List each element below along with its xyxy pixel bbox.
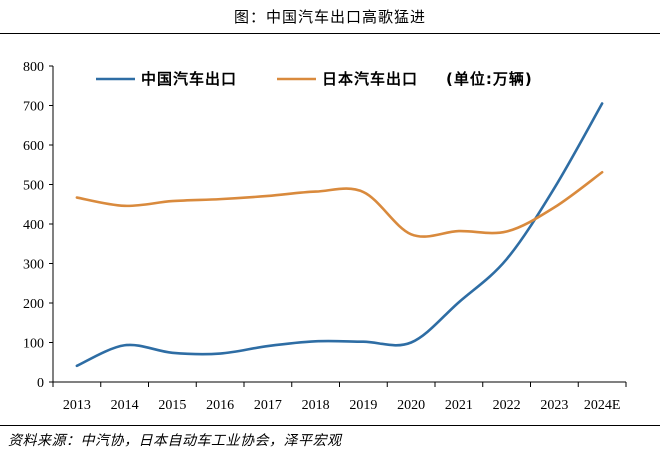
x-tick-label: 2022 <box>493 398 521 413</box>
legend-label-china: 中国汽车出口 <box>141 70 237 88</box>
y-tick-label: 400 <box>23 218 44 233</box>
title-divider <box>0 33 660 34</box>
chart-title: 图：中国汽车出口高歌猛进 <box>233 8 426 26</box>
x-tick-label: 2018 <box>302 398 330 413</box>
chart-legend: 中国汽车出口 日本汽车出口 (单位:万辆) <box>96 70 533 88</box>
line-chart: 0 100 200 300 400 500 600 700 800 2013 2014 2015 201… <box>23 60 627 413</box>
y-tick-label: 600 <box>23 139 44 154</box>
y-tick-label: 200 <box>23 297 44 312</box>
series-line-china <box>75 102 604 368</box>
series-line-japan <box>75 170 604 238</box>
y-tick-label: 0 <box>37 376 44 391</box>
x-tick-label: 2020 <box>397 398 425 413</box>
x-tick-label: 2017 <box>254 398 282 413</box>
x-tick-label: 2014 <box>111 398 139 413</box>
source-note: 资料来源：中汽协，日本自动车工业协会，泽平宏观 <box>8 433 342 449</box>
x-tick-label: 2023 <box>540 398 568 413</box>
y-tick-label: 800 <box>23 60 44 75</box>
x-tick-label: 2015 <box>158 398 186 413</box>
x-tick-label: 2019 <box>349 398 377 413</box>
source-divider <box>0 425 660 426</box>
y-tick-label: 100 <box>23 337 44 352</box>
legend-label-japan: 日本汽车出口 <box>322 70 418 88</box>
legend-unit-note: (单位:万辆) <box>446 70 533 88</box>
y-tick-label: 300 <box>23 258 44 273</box>
x-tick-label: 2013 <box>63 398 91 413</box>
chart-axes: 0 100 200 300 400 500 600 700 800 2013 2014 2015 201… <box>23 60 627 413</box>
y-tick-label: 700 <box>23 100 44 115</box>
x-tick-label: 2024E <box>584 398 621 413</box>
chart-series <box>75 102 604 368</box>
x-tick-label: 2021 <box>445 398 473 413</box>
x-tick-label: 2016 <box>206 398 234 413</box>
y-tick-label: 500 <box>23 179 44 194</box>
